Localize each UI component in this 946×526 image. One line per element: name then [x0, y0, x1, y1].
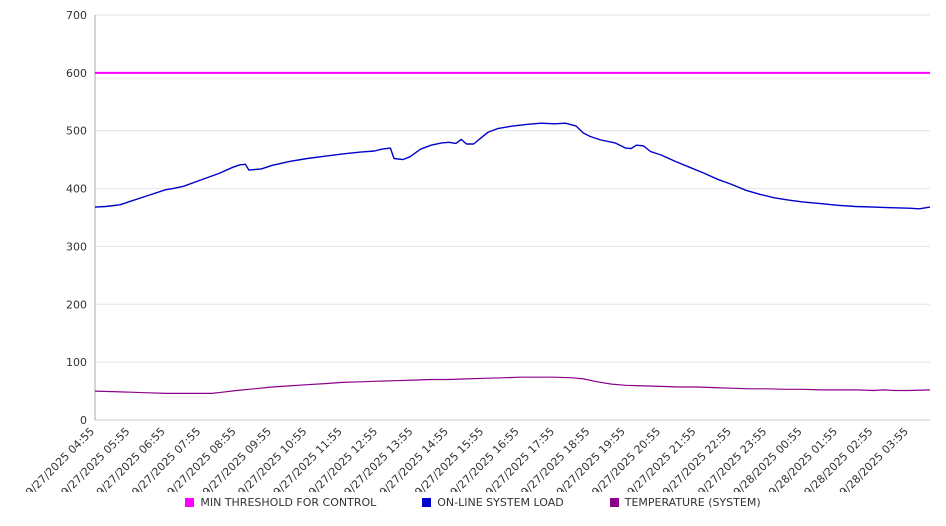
series-line-on-line-system-load	[94, 122, 931, 210]
legend-swatch-online-system-load	[422, 498, 432, 507]
legend-item-min-threshold-for-control[interactable]: MIN THRESHOLD FOR CONTROL	[185, 496, 376, 509]
y-tick-label: 700	[66, 9, 87, 22]
y-tick-label: 0	[80, 414, 87, 427]
legend-label-min-threshold-for-control: MIN THRESHOLD FOR CONTROL	[200, 496, 377, 509]
legend-label-temperature-system: TEMPERATURE (SYSTEM)	[624, 496, 761, 509]
x-tick-label: 9/27/2025 04:55	[23, 425, 97, 492]
y-tick-label: 500	[66, 125, 87, 138]
y-tick-label: 400	[66, 183, 87, 196]
legend-swatch-temperature-system	[609, 498, 619, 507]
y-tick-label: 200	[66, 298, 87, 311]
chart-legend: MIN THRESHOLD FOR CONTROL ON-LINE SYSTEM…	[0, 496, 946, 509]
y-tick-label: 600	[66, 67, 87, 80]
series-line-temperature-system-	[94, 376, 931, 394]
legend-item-online-system-load[interactable]: ON-LINE SYSTEM LOAD	[422, 496, 564, 509]
legend-label-online-system-load: ON-LINE SYSTEM LOAD	[437, 496, 564, 509]
y-tick-label: 300	[66, 240, 87, 253]
legend-swatch-min-threshold-for-control	[185, 498, 195, 507]
y-tick-label: 100	[66, 356, 87, 369]
legend-item-temperature-system[interactable]: TEMPERATURE (SYSTEM)	[609, 496, 761, 509]
